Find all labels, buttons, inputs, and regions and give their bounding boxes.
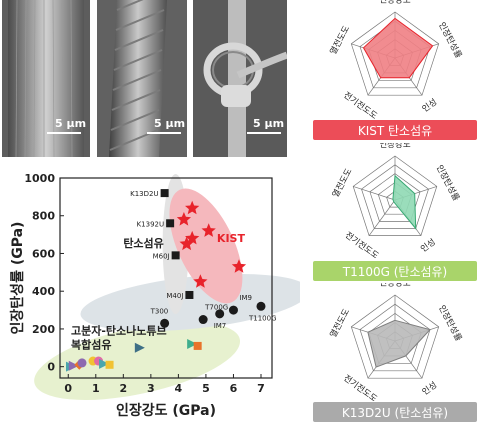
scale-label: 5 μm: [154, 117, 186, 130]
banner-k13d2u: K13D2U (탄소섬유): [313, 402, 477, 422]
carbon-fiber-square-marker: [160, 189, 169, 198]
composite-fiber-marker: [68, 360, 79, 371]
scale-label: 5 μm: [253, 117, 285, 130]
radar-axis-label: 인장탄성률: [436, 20, 464, 60]
main-scatter-chart: 0 1 2 3 4 5 6 7 0 200 400 600 800 1000 인장강도 (GPa) 인장탄성률…: [9, 172, 300, 419]
radar-axis-label: 인성: [420, 97, 439, 115]
sem-image-knotted-fiber: 5 μm: [193, 0, 287, 157]
kist-star-marker: [176, 212, 191, 226]
radar-value-area: [367, 319, 431, 368]
carbon-fiber-circle-marker: [256, 301, 266, 311]
composite-fiber-marker: [134, 342, 145, 353]
radar-axis-label: 인성: [420, 380, 439, 398]
y-tick-label: 0: [47, 361, 55, 374]
radar-axis: [368, 199, 396, 236]
radar-axis-label: 인장강도: [379, 143, 410, 150]
radar-grid: [369, 173, 421, 222]
radar-axis-label: 전기전도도: [341, 90, 379, 120]
data-label: M60J: [153, 252, 170, 260]
y-tick-label: 400: [32, 285, 55, 298]
data-label: K1392U: [137, 220, 165, 228]
radar-grid: [359, 303, 431, 372]
carbon-fiber-band-region: [80, 274, 300, 332]
kist-star-marker: [179, 236, 194, 251]
radar-axis-label: 인장강도: [379, 283, 410, 289]
sem-image-straight-fiber: 5 μm: [2, 0, 90, 157]
carbon-fiber-circle-marker: [215, 309, 225, 319]
radar-axis-label: 전기전도도: [341, 373, 379, 401]
radar-axis-label: 열전도도: [330, 166, 354, 199]
y-axis-label: 인장탄성률 (GPa): [9, 222, 26, 335]
carbon-fiber-square-marker: [185, 290, 194, 299]
data-label: K13D2U: [130, 190, 158, 198]
carbon-fiber-circle-marker: [228, 305, 238, 315]
scale-bar: [47, 132, 81, 134]
radar-axis-label: 인장탄성률: [436, 303, 464, 343]
composite-fiber-marker: [187, 339, 198, 350]
radar-axis: [353, 186, 396, 201]
x-tick-label: 0: [64, 382, 72, 395]
data-label: IM9: [239, 294, 252, 302]
radar-axis-label: 인성: [419, 237, 438, 255]
kist-star-marker: [231, 259, 247, 273]
composite-fiber-marker: [193, 341, 202, 350]
radar-grid: [350, 294, 440, 379]
radar-grid: [361, 164, 429, 229]
composite-fiber-marker: [99, 358, 110, 369]
kist-star-marker: [201, 223, 216, 237]
data-label: T300: [150, 307, 169, 315]
radar-value-area: [392, 174, 417, 230]
banner-kist: KIST 탄소섬유: [313, 120, 477, 140]
scale-bar: [247, 132, 281, 134]
x-tick-label: 4: [175, 382, 183, 395]
data-label: T700G: [204, 304, 228, 312]
sem-image-twisted-fiber: 5 μm: [97, 0, 187, 157]
x-tick-label: 7: [257, 382, 265, 395]
scale-bar: [147, 132, 181, 134]
x-tick-label: 5: [202, 382, 210, 395]
data-label: M40J: [166, 292, 183, 300]
radar-axis-label: 열전도도: [328, 24, 352, 57]
y-tick-label: 1000: [24, 172, 55, 185]
y-tick-label: 600: [32, 247, 55, 260]
radar-grid: [350, 11, 440, 96]
radar-value-area: [362, 17, 434, 79]
radar-axis-label: 인장강도: [379, 0, 410, 6]
x-tick-label: 1: [92, 382, 100, 395]
carbon-fiber-square-marker: [166, 219, 175, 228]
scale-label: 5 μm: [55, 117, 87, 130]
data-label: T1100G: [248, 314, 277, 322]
region-label-kist: KIST: [217, 232, 246, 245]
carbon-fiber-circle-marker: [160, 318, 170, 328]
banner-t1100g: T1100G (탄소섬유): [313, 261, 477, 281]
composite-fiber-marker: [105, 360, 114, 369]
y-tick-label: 200: [32, 323, 55, 336]
carbon-fiber-square-marker: [171, 251, 180, 260]
region-label-composite-fiber: 고분자-탄소나노튜브: [71, 324, 167, 338]
composite-fiber-marker: [77, 358, 87, 368]
radar-axis-label: 열전도도: [328, 307, 352, 340]
y-tick-label: 800: [32, 210, 55, 223]
radar-axis-label: 인장탄성률: [434, 163, 462, 203]
radar-grid: [352, 155, 438, 236]
plot-frame: [59, 177, 273, 379]
carbon-fiber-circle-marker: [198, 315, 208, 325]
kist-star-marker: [185, 230, 200, 245]
x-tick-label: 6: [230, 382, 238, 395]
x-axis-label: 인장강도 (GPa): [116, 402, 216, 419]
x-tick-label: 3: [147, 382, 155, 395]
data-label: IM7: [214, 322, 227, 330]
region-label-carbon-fiber: 탄소섬유: [123, 236, 163, 250]
kist-star-marker: [193, 274, 208, 288]
x-tick-label: 2: [119, 382, 127, 395]
region-label-composite-fiber: 복합섬유: [71, 338, 111, 352]
radar-axis-label: 전기전도도: [343, 230, 381, 258]
kist-star-marker: [185, 200, 200, 215]
